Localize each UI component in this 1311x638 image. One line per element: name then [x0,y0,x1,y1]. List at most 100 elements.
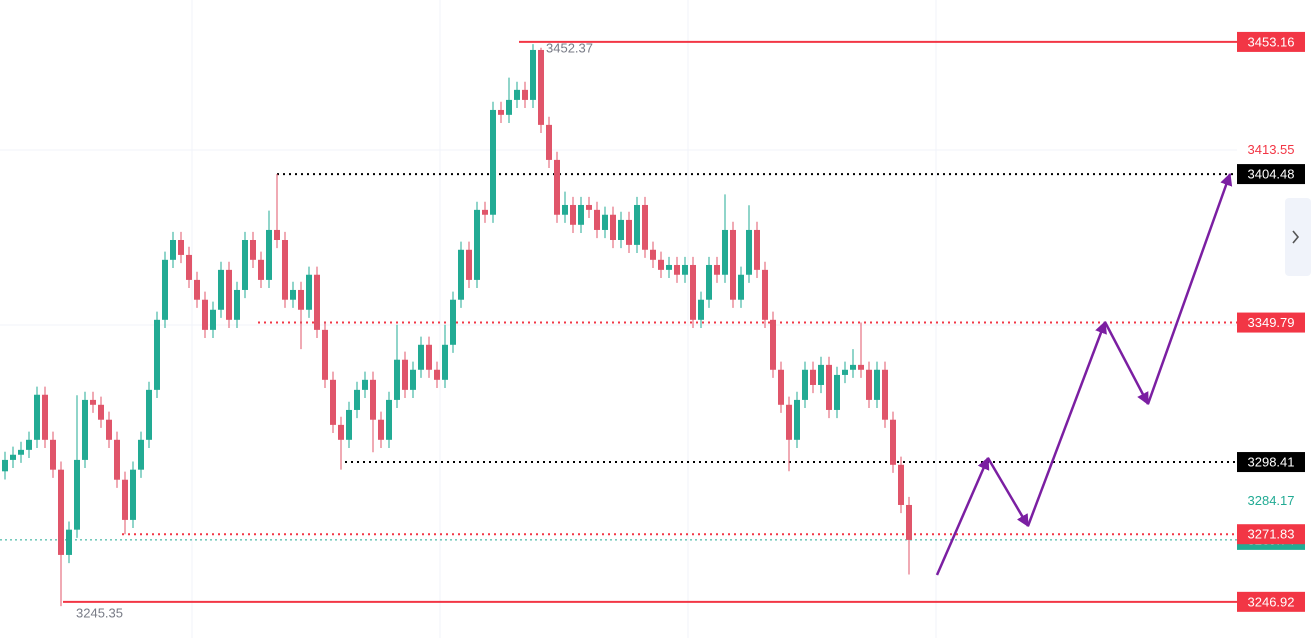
candle-body [274,229,280,240]
candle-body [546,124,552,160]
candle-body [18,449,24,455]
candle-body [362,379,368,390]
candle-body [66,529,72,555]
candle-body [338,424,344,440]
candle-body [826,364,832,410]
candle-body [106,419,112,440]
chevron[interactable] [1292,230,1300,244]
candle-body [618,219,624,240]
candle-body [770,319,776,370]
candle-body [410,369,416,390]
candle-body [210,309,216,330]
candle-body [386,399,392,440]
price-label: 3404.48 [1248,167,1295,182]
candle-body [330,379,336,425]
candle-body [474,209,480,280]
candle-body [554,159,560,215]
candle-body [370,379,376,420]
arrow [935,456,990,576]
candle-body [666,264,672,270]
candle-body [714,264,720,275]
candle-body [506,99,512,115]
arrow [1026,320,1107,527]
candle-body [202,299,208,330]
candle-body [794,399,800,440]
candle-body [282,239,288,300]
candle-body [682,264,688,275]
candle-body [242,239,248,290]
candle-body [234,289,240,320]
price-box [1237,524,1305,545]
price-label: 3298.41 [1248,454,1295,469]
candle-body [874,369,880,400]
candle-body [402,359,408,390]
candle-body [498,109,504,115]
candle-body [690,264,696,320]
candle-body [154,319,160,390]
price-label: 3284.17 [1248,493,1295,508]
candle-body [522,89,528,100]
candle-body [674,264,680,275]
candle-body [594,209,600,230]
candle-body [906,504,912,540]
candle-body [298,289,304,310]
candle-body [858,364,864,370]
candle-body [746,229,752,275]
candle-body [378,419,384,440]
candle-body [290,289,296,300]
candle-body [434,369,440,380]
candle-body [82,399,88,460]
candles: 3452.37 3245.35 [2,41,912,621]
candle-body [458,249,464,300]
price-labels: 3269.743453.163413.553404.483349.793298.… [1237,31,1305,612]
candle-body [58,469,64,555]
candle-body [578,204,584,225]
candle-body [514,89,520,100]
candle-body [114,439,120,480]
candle-body [346,409,352,440]
candle-body [850,364,856,370]
price-box [1237,31,1305,52]
price-box [1237,591,1305,612]
candle-body [882,369,888,420]
candle-body [266,229,272,280]
candle-body [490,109,496,215]
candle-body [90,399,96,405]
candle-body [834,374,840,410]
candle-body [482,209,488,215]
candle-body [250,239,256,260]
candle-body [74,459,80,530]
candle-body [10,454,16,460]
levels [0,40,1237,603]
candle-body [722,229,728,275]
candle-body [306,274,312,310]
candle-body [194,279,200,300]
price-box [1237,164,1305,185]
candle-body [450,299,456,345]
low-annotation: 3245.35 [76,606,123,621]
candle-body [810,369,816,385]
price-label: 3453.16 [1248,34,1295,49]
scroll-button[interactable] [1285,198,1311,276]
candle-body [634,204,640,245]
arrow [1103,321,1150,406]
candle-body [538,49,544,125]
candle-body [98,404,104,420]
candle-body [322,329,328,380]
price-label: 3349.79 [1248,315,1295,330]
candle-body [314,274,320,330]
projection [935,172,1233,576]
candle-body [466,249,472,280]
candle-body [394,359,400,400]
candle-body [162,259,168,320]
candle-body [26,439,32,450]
arrow [1146,172,1233,405]
candle-body [786,404,792,440]
candle-body [178,239,184,255]
candle-body [698,299,704,320]
price-label: 3413.55 [1248,142,1295,157]
candle-body [2,459,8,472]
candle-body [890,419,896,465]
candle-body [866,369,872,400]
